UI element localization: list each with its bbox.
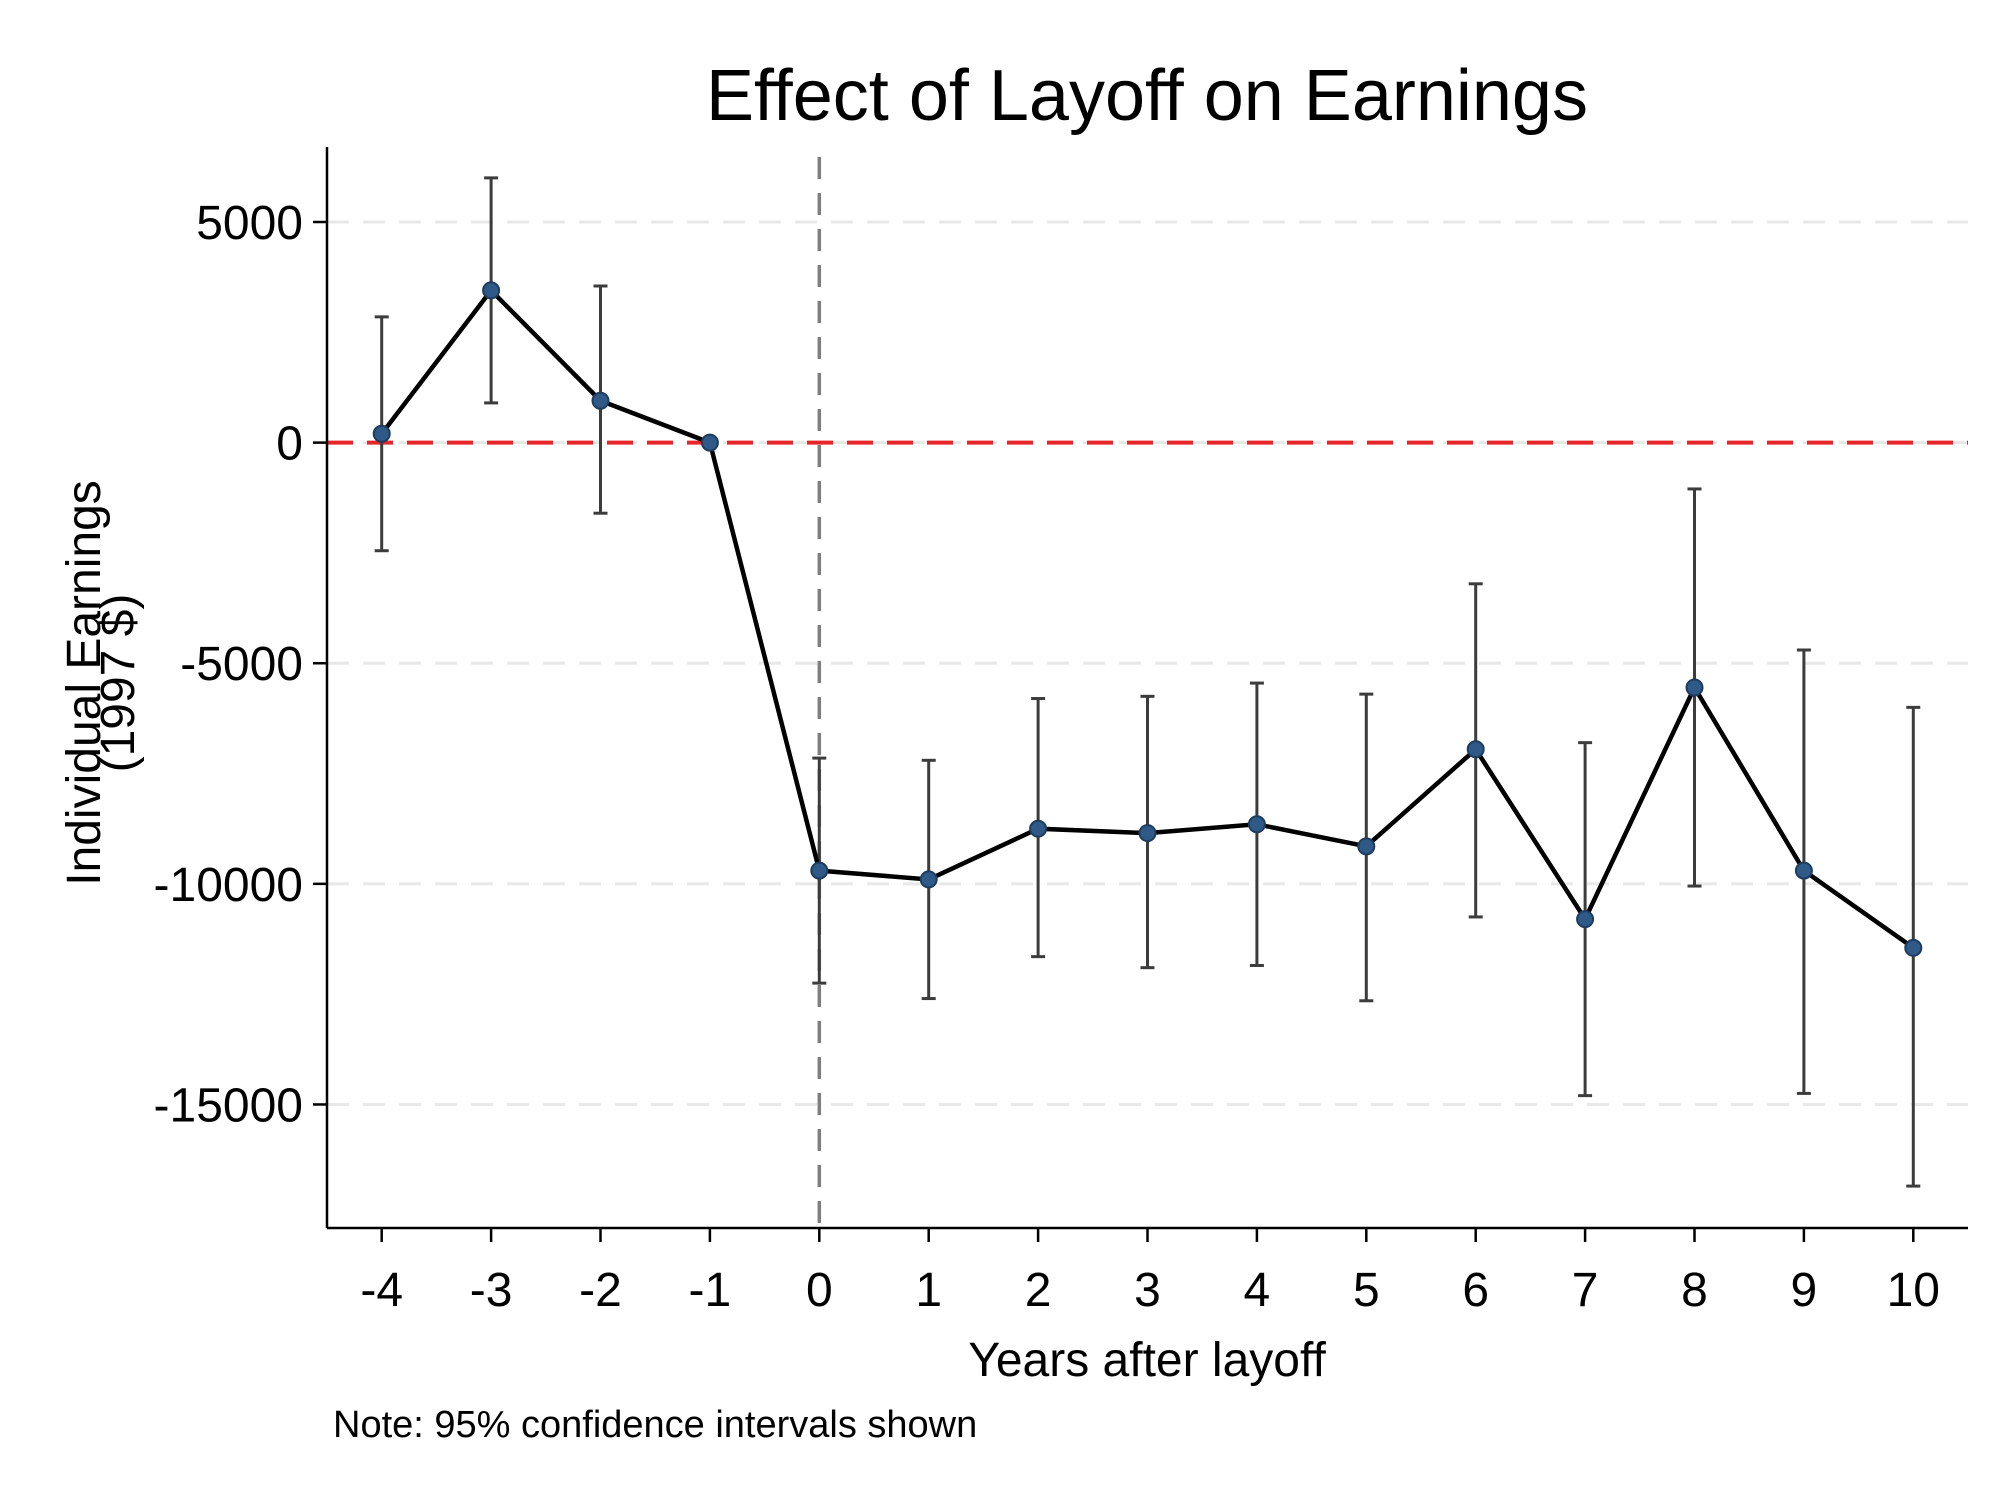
y-tick-label: 0 xyxy=(276,418,303,471)
axes xyxy=(313,147,1968,1242)
x-tick-label: 1 xyxy=(915,1264,942,1317)
data-point xyxy=(1685,678,1704,697)
x-tick-label: -4 xyxy=(360,1264,403,1317)
x-tick-label: 9 xyxy=(1791,1264,1818,1317)
data-point xyxy=(1029,819,1048,838)
data-point xyxy=(1466,740,1485,759)
data-point xyxy=(1576,910,1595,929)
x-tick-label: -3 xyxy=(470,1264,513,1317)
data-point xyxy=(1138,824,1157,843)
x-tick-label: -1 xyxy=(689,1264,732,1317)
x-tick-label: 2 xyxy=(1025,1264,1052,1317)
y-tick-label: -10000 xyxy=(154,859,303,912)
data-points xyxy=(372,281,1923,957)
data-point xyxy=(482,281,501,300)
x-tick-label: -2 xyxy=(579,1264,622,1317)
x-tick-label: 8 xyxy=(1681,1264,1708,1317)
data-point xyxy=(700,433,719,452)
data-point xyxy=(1247,815,1266,834)
y-axis-title-line-2: (1997 $) xyxy=(92,594,145,773)
reference-lines xyxy=(327,157,1968,1228)
y-axis-title-line-1: Individual Earnings xyxy=(58,480,111,886)
data-point xyxy=(591,391,610,410)
data-point xyxy=(372,424,391,443)
x-tick-label: 7 xyxy=(1572,1264,1599,1317)
data-point xyxy=(1794,861,1813,880)
chart-note: Note: 95% confidence intervals shown xyxy=(333,1404,977,1446)
y-tick-labels: 5000 0 -5000 -10000 -15000 xyxy=(154,197,303,1132)
chart-title: Effect of Layoff on Earnings xyxy=(706,56,1588,136)
x-tick-label: 0 xyxy=(806,1264,833,1317)
x-tick-label: 10 xyxy=(1887,1264,1940,1317)
data-point xyxy=(1904,938,1923,957)
grid xyxy=(327,220,1968,1106)
data-point xyxy=(919,870,938,889)
y-axis-title: Individual Earnings (1997 $) xyxy=(58,480,145,886)
x-tick-label: 5 xyxy=(1353,1264,1380,1317)
x-tick-label: 6 xyxy=(1462,1264,1489,1317)
y-tick-label: 5000 xyxy=(196,197,303,250)
x-tick-label: 3 xyxy=(1134,1264,1161,1317)
data-point xyxy=(810,861,829,880)
data-point xyxy=(1357,837,1376,856)
x-tick-labels: -4 -3 -2 -1 0 1 2 3 4 5 6 7 8 9 10 xyxy=(360,1264,1940,1317)
y-tick-label: -5000 xyxy=(180,638,303,691)
x-axis-title: Years after layoff xyxy=(968,1334,1326,1387)
x-tick-label: 4 xyxy=(1244,1264,1271,1317)
y-tick-label: -15000 xyxy=(154,1079,303,1132)
